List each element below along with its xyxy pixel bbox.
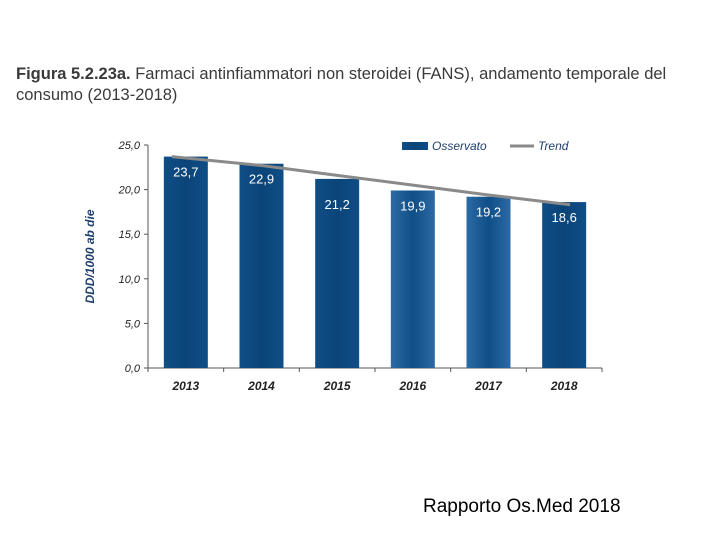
data-label: 18,6 [552, 210, 577, 225]
data-label: 19,9 [400, 198, 425, 213]
y-tick-label: 15,0 [119, 229, 141, 241]
y-tick-label: 20,0 [118, 185, 141, 197]
figure-title-text: Farmaci antinfiammatori non steroidei (F… [16, 65, 667, 104]
legend-swatch-osservato [402, 142, 428, 150]
figure-title: Figura 5.2.23a. Farmaci antinfiammatori … [16, 64, 706, 106]
x-tick-label: 2017 [474, 379, 503, 393]
legend-label-trend: Trend [538, 139, 569, 153]
y-tick-label: 5,0 [125, 318, 141, 330]
x-tick-label: 2018 [550, 379, 578, 393]
data-label: 23,7 [173, 165, 198, 180]
bar [315, 178, 360, 368]
legend-label-osservato: Osservato [432, 139, 487, 153]
trend-line [171, 155, 571, 207]
y-tick-label: 25,0 [118, 140, 141, 152]
x-tick-label: 2015 [323, 379, 351, 393]
bar [239, 163, 284, 368]
x-tick-label: 2016 [398, 379, 426, 393]
bar [163, 156, 208, 368]
x-tick-label: 2014 [247, 379, 275, 393]
y-axis-label: DDD/1000 ab die [83, 209, 97, 303]
footer-caption: Rapporto Os.Med 2018 [423, 496, 621, 517]
bar [542, 202, 587, 368]
x-tick-label: 2013 [171, 379, 199, 393]
bar [390, 190, 435, 368]
figure-title-label: Figura 5.2.23a. [16, 65, 131, 83]
y-tick-label: 0,0 [125, 363, 141, 375]
bar [466, 196, 511, 368]
data-label: 19,2 [476, 205, 501, 220]
data-label: 22,9 [249, 172, 274, 187]
data-label: 21,2 [325, 197, 350, 212]
y-tick-label: 10,0 [119, 274, 141, 286]
